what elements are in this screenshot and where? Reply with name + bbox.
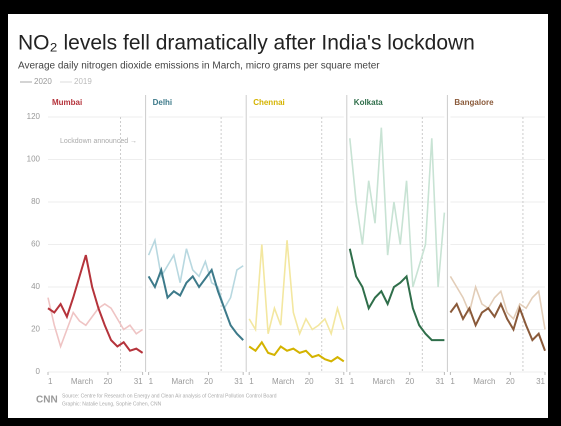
x-tick-label: 31 [435,377,444,386]
x-tick-label: 20 [305,377,314,386]
series-line [349,127,446,288]
series-line [248,340,345,363]
series-line [47,297,144,350]
y-tick-label: 0 [36,367,41,376]
x-tick-label: 20 [103,377,112,386]
x-axis-label: March [373,377,395,386]
background [8,14,548,418]
x-axis-label: March [473,377,495,386]
series-line [248,240,345,337]
y-tick-label: 100 [27,155,41,164]
chart-title: NO₂ levels fell dramatically after India… [18,32,475,55]
y-tick-label: 40 [31,282,40,291]
panel-title: Mumbai [52,98,82,107]
y-tick-label: 20 [31,325,40,334]
panel-title: Delhi [153,98,173,107]
x-tick-label: 31 [335,377,344,386]
series-line [147,266,244,341]
panel-title: Kolkata [354,98,383,107]
x-tick-label: 31 [536,377,545,386]
logo: CNN [36,395,58,406]
x-tick-label: 31 [234,377,243,386]
x-axis-label: March [171,377,193,386]
chart-subtitle: Average daily nitrogen dioxide emissions… [18,61,380,72]
panel-title: Chennai [253,98,285,107]
series-line [449,275,546,330]
x-axis-label: March [71,377,93,386]
panel-title: Bangalore [454,98,494,107]
series-line [348,248,445,342]
x-tick-label: 1 [249,377,254,386]
series-line [147,237,244,311]
legend-label: 2019 [74,77,92,86]
credit: Graphic: Natalie Leung, Sophie Cohen, CN… [62,401,162,407]
y-tick-label: 80 [31,197,40,206]
x-tick-label: 1 [350,377,355,386]
x-axis-label: March [272,377,294,386]
x-tick-label: 1 [48,377,53,386]
source: Source: Centre for Research on Energy an… [62,393,277,399]
x-tick-label: 31 [134,377,143,386]
annotation: Lockdown announced → [60,138,137,145]
x-tick-label: 20 [204,377,213,386]
y-tick-label: 120 [27,112,41,121]
y-tick-label: 60 [31,240,40,249]
x-tick-label: 1 [149,377,154,386]
x-tick-label: 20 [506,377,515,386]
series-line [449,301,546,352]
x-tick-label: 1 [450,377,455,386]
x-tick-label: 20 [405,377,414,386]
legend-label: 2020 [34,77,52,86]
series-line [47,254,144,354]
